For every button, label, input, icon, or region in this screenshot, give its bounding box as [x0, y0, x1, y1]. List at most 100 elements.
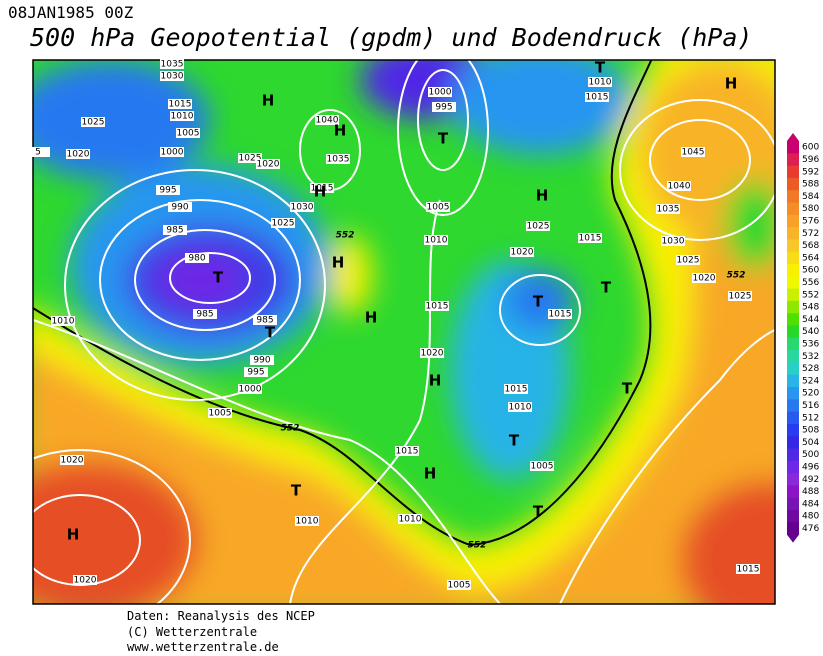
colorbar-swatch — [787, 497, 799, 511]
isobar-label: 980 — [188, 254, 205, 264]
colorbar-swatch — [787, 288, 799, 302]
pressure-center: T — [438, 130, 449, 148]
isobar-label: 1015 — [426, 302, 449, 312]
isobar-label: 1005 — [448, 581, 471, 591]
pressure-center: H — [262, 92, 275, 110]
map — [33, 60, 775, 604]
isobar-label-bg — [588, 77, 612, 87]
isobar-label-bg — [193, 309, 217, 319]
isobar-label-bg — [156, 185, 180, 195]
pressure-center: T — [533, 293, 544, 311]
colorbar-swatch — [787, 214, 799, 228]
isobar-label-bg — [428, 87, 452, 97]
colorbar-swatch — [787, 227, 799, 240]
isobar-label: 1020 — [257, 160, 280, 170]
colorbar-label: 516 — [802, 401, 819, 411]
isobar-label: 1015 — [586, 93, 609, 103]
isobar-label-bg — [504, 384, 528, 394]
isobar-label-bg — [208, 408, 232, 418]
isobar-label: 5 — [35, 148, 41, 158]
colorbar-swatch — [787, 239, 799, 253]
colorbar-label: 600 — [802, 143, 819, 153]
isobar-label: 990 — [253, 356, 270, 366]
colorbar-swatch — [787, 202, 799, 216]
colorbar-swatch — [787, 177, 799, 191]
isobar-label-bg — [238, 153, 262, 163]
colorbar-label: 504 — [802, 438, 819, 448]
colorbar-swatch — [787, 460, 799, 474]
date: 08JAN1985 00Z — [8, 3, 134, 22]
isobar-label: 1035 — [657, 205, 680, 215]
isobar-label: 995 — [435, 103, 452, 113]
colorbar-swatch — [787, 473, 799, 486]
colorbar-label: 488 — [802, 487, 819, 497]
colorbar-label: 528 — [802, 364, 819, 374]
colorbar-label: 524 — [802, 376, 819, 386]
colorbar-swatch — [787, 411, 799, 425]
contour-label: 552 — [281, 424, 300, 434]
colorbar-swatch — [787, 522, 799, 536]
colorbar-swatch — [787, 485, 799, 499]
isobar-label-bg — [315, 115, 339, 125]
colorbar-swatch — [787, 337, 799, 351]
colorbar-label: 580 — [802, 204, 819, 214]
colorbar-label: 556 — [802, 278, 819, 288]
isobar-label-bg — [676, 255, 700, 265]
isobar-label-bg — [728, 291, 752, 301]
isobar-label: 1035 — [161, 60, 184, 70]
isobar-label-bg — [432, 102, 456, 112]
isobar-label-bg — [681, 147, 705, 157]
isobar-label: 1040 — [316, 116, 339, 126]
isobar-label: 990 — [171, 203, 188, 213]
isobar-label-bg — [168, 202, 192, 212]
isobar-label: 1025 — [729, 292, 752, 302]
isobar-label-bg — [160, 147, 184, 157]
colorbar-label: 592 — [802, 167, 819, 177]
isobar-label: 1015 — [549, 310, 572, 320]
isobar-label: 1025 — [239, 154, 262, 164]
isobar-label: 1025 — [527, 222, 550, 232]
isobar-label: 1045 — [682, 148, 705, 158]
colorbar-swatch — [787, 313, 799, 326]
pressure-center: H — [334, 122, 347, 140]
colorbar-swatch — [787, 399, 799, 413]
isobar-label-bg — [736, 564, 760, 574]
colorbar-swatch — [787, 165, 799, 179]
isobar-label-bg — [163, 225, 187, 235]
isobar-label-bg — [250, 355, 274, 365]
isobar-label: 995 — [159, 186, 176, 196]
isobar-label-bg — [256, 159, 280, 169]
isobar-label-bg — [426, 202, 450, 212]
isobar-label: 1015 — [396, 447, 419, 457]
colorbar-swatch — [787, 350, 799, 363]
isobar-label: 1010 — [509, 403, 532, 413]
colorbar-label: 508 — [802, 426, 819, 436]
isobar-label-bg — [73, 575, 97, 585]
colorbar-label: 596 — [802, 155, 819, 165]
isobar-label: 1015 — [737, 565, 760, 575]
isobar-label: 1000 — [161, 148, 184, 158]
isobar-label: 1010 — [589, 78, 612, 88]
isobar-label-bg — [51, 316, 75, 326]
isobar-label-bg — [510, 247, 534, 257]
isobar-label: 1010 — [399, 515, 422, 525]
colorbar-label: 572 — [802, 229, 819, 239]
isobar-label: 1015 — [505, 385, 528, 395]
pressure-center: T — [291, 482, 302, 500]
isobar-label: 1000 — [429, 88, 452, 98]
isobar-label-bg — [244, 367, 268, 377]
isobar-label: 1020 — [693, 274, 716, 284]
pressure-center: H — [365, 309, 378, 327]
isobar-label-bg — [185, 253, 209, 263]
colorbar-swatch — [787, 276, 799, 290]
isobar-label-bg — [168, 99, 192, 109]
isobar-label: 1015 — [169, 100, 192, 110]
isobar-label-bg — [395, 446, 419, 456]
isobar-label: 985 — [166, 226, 183, 236]
isobar-label-bg — [326, 154, 350, 164]
isobar-label: 985 — [256, 316, 273, 326]
colorbar-label: 540 — [802, 327, 819, 337]
colorbar-swatch — [787, 251, 799, 265]
isobar-label-bg — [424, 235, 448, 245]
isobar-label-bg — [656, 204, 680, 214]
